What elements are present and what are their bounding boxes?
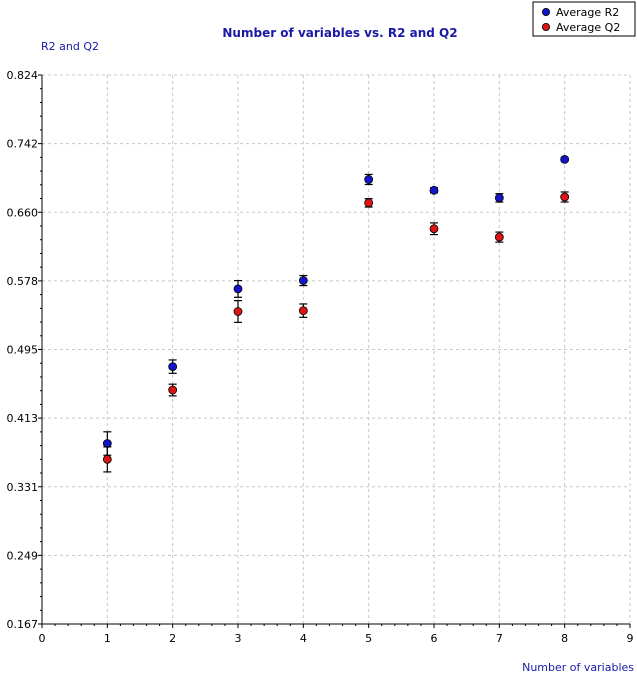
y-tick-label: 0.742 [7,138,39,151]
y-tick-label: 0.824 [7,69,39,82]
data-point [298,276,308,285]
x-tick-label: 3 [235,632,242,645]
legend-marker-average-q2 [542,22,551,31]
x-tick-label: 6 [431,632,438,645]
data-point [298,306,308,316]
x-axis-label: Number of variables [522,661,634,674]
data-point [429,185,439,195]
y-tick-label: 0.495 [7,344,39,357]
grid [42,74,631,624]
ticks: 0.167 0.249 0.331 0.413 0.495 0.578 0.660 0.742… [7,69,634,645]
data-point [168,385,178,395]
legend-box [532,1,636,37]
legend: Average R2 Average Q2 [532,1,636,37]
legend-label-average-q2: Average Q2 [556,21,620,34]
data-point [168,362,178,372]
data-point [429,224,439,234]
data-point [560,192,570,202]
y-tick-label: 0.331 [7,481,39,494]
x-tick-label: 1 [104,632,111,645]
x-tick-label: 0 [39,632,46,645]
x-tick-label: 9 [627,632,634,645]
data-point [102,454,112,464]
series [102,154,570,473]
data-point [233,284,243,294]
y-tick-label: 0.249 [7,549,39,562]
x-tick-label: 2 [169,632,176,645]
data-point [364,198,374,208]
series-average-q2 [102,191,570,473]
series-average-r2 [102,154,570,456]
y-axis-label: R2 and Q2 [41,40,99,53]
data-point [233,307,243,316]
data-point [364,175,374,184]
x-tick-label: 5 [365,632,372,645]
data-point [494,232,504,242]
x-tick-label: 4 [300,632,307,645]
legend-label-average-r2: Average R2 [556,6,619,19]
x-tick-label: 8 [561,632,568,645]
y-tick-label: 0.660 [7,206,39,219]
y-tick-label: 0.167 [7,618,39,631]
y-tick-label: 0.578 [7,275,39,288]
data-point [494,193,504,203]
legend-marker-average-r2 [542,7,551,16]
x-tick-label: 7 [496,632,503,645]
data-point [560,154,570,164]
y-tick-label: 0.413 [7,412,39,425]
chart-title: Number of variables vs. R2 and Q2 [222,26,457,40]
